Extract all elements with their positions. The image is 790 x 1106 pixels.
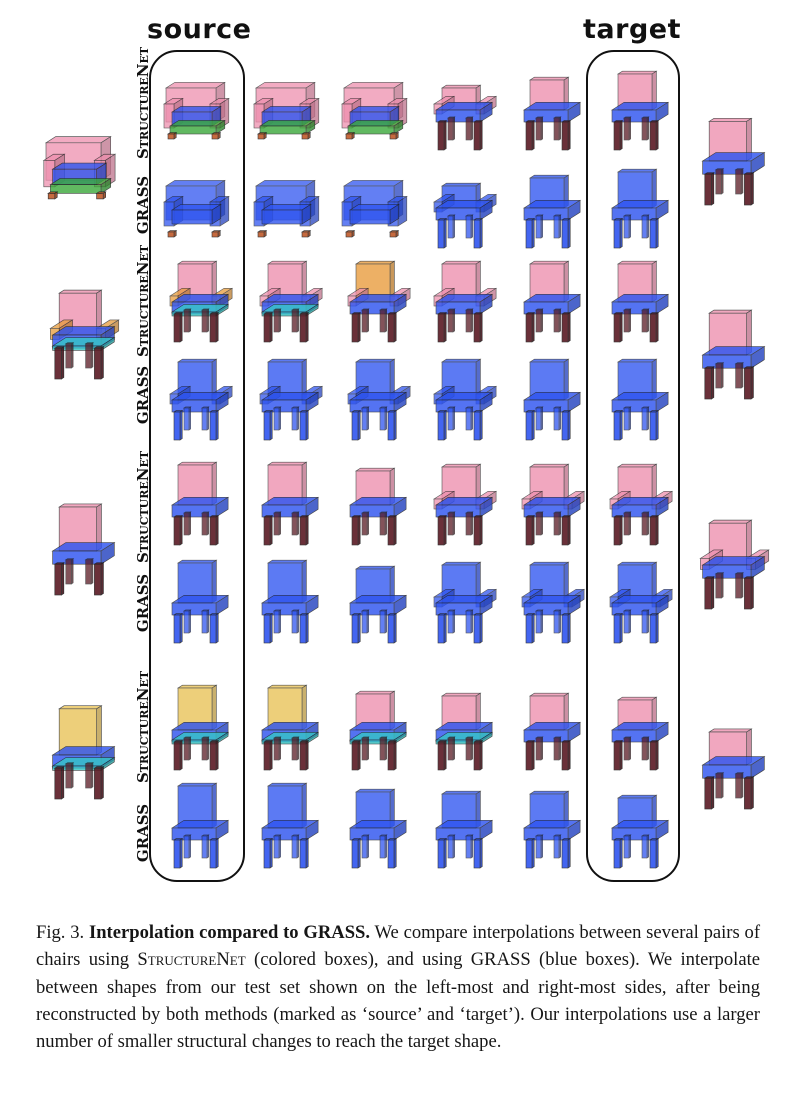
structurenet-chair <box>420 252 500 352</box>
row-label: GRASS <box>134 778 152 888</box>
grass-chair <box>246 158 326 258</box>
row-label-text: StructureNet <box>134 450 152 564</box>
structurenet-chair <box>334 252 414 352</box>
structurenet-chair <box>420 60 500 160</box>
grass-chair <box>508 158 588 258</box>
source-header: source <box>147 14 252 45</box>
grass-chair <box>420 778 500 878</box>
structurenet-chair <box>596 252 676 352</box>
row-label: GRASS <box>134 340 152 450</box>
grass-chair <box>334 350 414 450</box>
target-input-chair <box>684 710 774 820</box>
grass-chair <box>156 158 236 258</box>
grass-chair <box>156 350 236 450</box>
row-label-text: GRASS <box>134 365 152 425</box>
structurenet-chair <box>508 252 588 352</box>
grass-chair <box>420 158 500 258</box>
grass-chair <box>420 553 500 653</box>
row-label-text: GRASS <box>134 573 152 633</box>
target-input-chair <box>684 106 774 216</box>
source-input-chair <box>34 700 124 810</box>
row-label: StructureNet <box>134 450 152 564</box>
row-label: StructureNet <box>134 670 152 784</box>
grass-chair <box>246 778 326 878</box>
structurenet-chair <box>246 252 326 352</box>
grass-chair <box>508 553 588 653</box>
structurenet-chair <box>508 455 588 555</box>
source-input-chair <box>34 496 124 606</box>
grass-chair <box>334 778 414 878</box>
grass-chair <box>420 350 500 450</box>
grass-chair <box>334 553 414 653</box>
row-label: GRASS <box>134 548 152 658</box>
caption-text-2: (colored boxes), and using GRASS (blue b… <box>36 949 760 1053</box>
source-input-chair <box>34 280 124 390</box>
caption-label: Fig. 3. <box>36 922 85 943</box>
grass-chair <box>246 350 326 450</box>
row-label-text: StructureNet <box>134 670 152 784</box>
structurenet-chair <box>420 455 500 555</box>
target-header: target <box>583 14 681 45</box>
grass-chair <box>596 350 676 450</box>
figure-caption: Fig. 3. Interpolation compared to GRASS.… <box>36 919 760 1055</box>
structurenet-chair <box>246 60 326 160</box>
structurenet-chair <box>246 455 326 555</box>
structurenet-chair <box>508 60 588 160</box>
target-input-chair <box>684 300 774 410</box>
structurenet-chair <box>596 455 676 555</box>
structurenet-chair <box>596 60 676 160</box>
row-label: StructureNet <box>134 46 152 160</box>
grass-chair <box>156 778 236 878</box>
structurenet-chair <box>156 60 236 160</box>
structurenet-chair <box>334 60 414 160</box>
grass-chair <box>156 553 236 653</box>
grass-chair <box>334 158 414 258</box>
structurenet-chair <box>334 680 414 780</box>
caption-title: Interpolation compared to GRASS. <box>88 922 371 943</box>
structurenet-chair <box>596 680 676 780</box>
source-bracket <box>149 50 245 882</box>
grass-chair <box>596 553 676 653</box>
structurenet-chair <box>156 680 236 780</box>
target-input-chair <box>684 510 774 620</box>
source-input-chair <box>34 112 124 222</box>
structurenet-chair <box>420 680 500 780</box>
grass-chair <box>508 778 588 878</box>
target-bracket <box>586 50 680 882</box>
row-label: GRASS <box>134 150 152 260</box>
row-label-text: StructureNet <box>134 46 152 160</box>
row-label-text: GRASS <box>134 803 152 863</box>
structurenet-chair <box>156 455 236 555</box>
grass-chair <box>596 158 676 258</box>
structurenet-chair <box>246 680 326 780</box>
caption-method: StructureNet <box>137 949 246 971</box>
structurenet-chair <box>508 680 588 780</box>
structurenet-chair <box>334 455 414 555</box>
grass-chair <box>246 553 326 653</box>
interpolation-figure: source target StructureNet GRASS Structure… <box>34 14 774 888</box>
row-label-text: GRASS <box>134 175 152 235</box>
structurenet-chair <box>156 252 236 352</box>
caption-text-1: We compare interpolations between severa… <box>36 922 761 971</box>
grass-chair <box>596 778 676 878</box>
grass-chair <box>508 350 588 450</box>
